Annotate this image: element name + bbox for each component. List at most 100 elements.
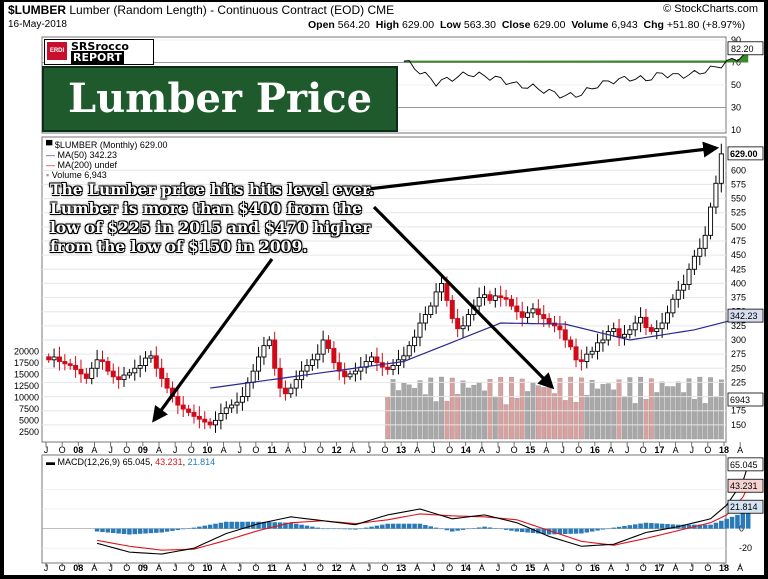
macd-legend-name: MACD(12,26,9) <box>57 457 121 467</box>
candle-body <box>94 359 100 369</box>
volume-bar <box>471 384 477 440</box>
candle-body <box>412 336 418 347</box>
candle-body <box>46 356 52 361</box>
macd-histogram-bar <box>632 524 638 529</box>
x-tick-label: O <box>446 563 453 573</box>
chart-canvas: $LUMBER Lumber (Random Length) - Continu… <box>4 2 764 575</box>
candle-body <box>465 314 471 327</box>
candle-body <box>390 365 396 370</box>
x-tick-label: 13 <box>396 563 406 573</box>
candle-body <box>600 339 606 344</box>
macd-histogram-bar <box>137 528 143 534</box>
volume-bar <box>584 395 590 440</box>
candle-body <box>100 359 105 362</box>
volume-bar <box>503 404 509 440</box>
macd-histogram-bar <box>170 528 175 531</box>
macd-histogram-bar <box>315 527 320 529</box>
candle-body <box>369 356 375 362</box>
legend-volume: Volume 6,943 <box>51 170 107 180</box>
macd-histogram-bar <box>111 528 116 534</box>
x-tick-label: 16 <box>590 563 600 573</box>
x-tick-label: O <box>640 445 647 455</box>
candle-body <box>180 404 186 410</box>
x-tick-label: O <box>317 563 324 573</box>
macd-histogram-bar <box>347 528 353 530</box>
price-tick-label: 400 <box>731 278 746 288</box>
macd-histogram-bar <box>428 526 433 529</box>
x-tick-label: A <box>156 563 162 573</box>
candle-body <box>105 361 111 372</box>
volume-bar <box>482 390 487 440</box>
x-tick-label: 08 <box>73 563 83 573</box>
candle-body <box>681 284 687 291</box>
x-tick-label: O <box>511 563 518 573</box>
macd-histogram-bar <box>595 528 600 531</box>
candle-body <box>589 350 595 355</box>
macd-histogram-bar <box>702 524 708 529</box>
candle-body <box>385 366 391 370</box>
candle-body <box>186 408 192 413</box>
candle-body <box>121 374 127 381</box>
macd-histogram-bar <box>589 528 595 532</box>
candle-body <box>482 294 488 299</box>
macd-histogram-bar <box>132 528 138 535</box>
macd-histogram-bar <box>186 528 191 529</box>
volume-bar <box>648 378 654 440</box>
chart-date: 16-May-2018 <box>8 19 67 30</box>
x-tick-label: J <box>625 445 630 455</box>
candle-body <box>525 312 531 318</box>
candle-body <box>428 305 434 315</box>
ma50-line <box>210 315 749 389</box>
macd-histogram-bar <box>423 525 428 529</box>
x-tick-label: J <box>431 563 436 573</box>
legend-ma200: MA(200) undef <box>57 160 118 170</box>
arrow-to-2015-low <box>372 205 555 390</box>
x-tick-label: O <box>575 563 582 573</box>
macd-histogram-bar <box>719 520 724 529</box>
macd-histogram-bar <box>455 528 460 531</box>
candle-body <box>51 356 57 361</box>
candle-body <box>498 295 504 299</box>
x-tick-label: O <box>446 445 453 455</box>
candle-body <box>455 318 461 330</box>
x-tick-label: J <box>560 445 565 455</box>
macd-histogram-bar <box>713 522 719 529</box>
volume-tick-label: 15000 <box>14 370 39 380</box>
x-tick-label: 17 <box>654 563 664 573</box>
candle-body <box>62 361 68 365</box>
x-tick-label: J <box>44 445 49 455</box>
volume-bar <box>638 376 644 440</box>
macd-histogram-bar <box>288 522 294 529</box>
volume-bar <box>428 377 434 440</box>
macd-histogram-bar <box>207 524 213 529</box>
price-tick-label: 225 <box>731 377 746 387</box>
volume-bar <box>514 397 520 440</box>
macd-histogram-bar <box>503 528 509 530</box>
macd-histogram-bar <box>213 523 218 529</box>
volume-bar <box>525 391 531 440</box>
macd-histogram-bar <box>525 528 530 533</box>
macd-histogram-bar <box>724 518 729 529</box>
macd-histogram-bar <box>396 523 401 529</box>
macd-histogram-bar <box>256 521 261 529</box>
macd-histogram-bar <box>310 526 315 529</box>
candle-body <box>508 298 514 307</box>
macd-histogram-bar <box>374 525 380 529</box>
macd-right-label: 65.045 <box>730 460 758 470</box>
x-tick-label: 12 <box>332 445 342 455</box>
macd-histogram-bar <box>659 523 665 529</box>
volume-bar <box>697 376 703 440</box>
macd-right-label: 21.814 <box>730 502 758 512</box>
candle-body <box>670 298 676 314</box>
x-tick-label: 09 <box>138 445 148 455</box>
macd-histogram-bar <box>740 512 746 529</box>
x-tick-label: J <box>496 445 501 455</box>
volume-bar <box>487 379 493 440</box>
macd-histogram-bar <box>272 522 277 529</box>
x-tick-label: J <box>44 563 49 573</box>
candle-body <box>514 305 520 313</box>
macd-histogram-bar <box>643 522 649 529</box>
volume-bar <box>417 380 423 440</box>
macd-histogram-bar <box>148 528 154 534</box>
volume-bar <box>578 377 584 440</box>
